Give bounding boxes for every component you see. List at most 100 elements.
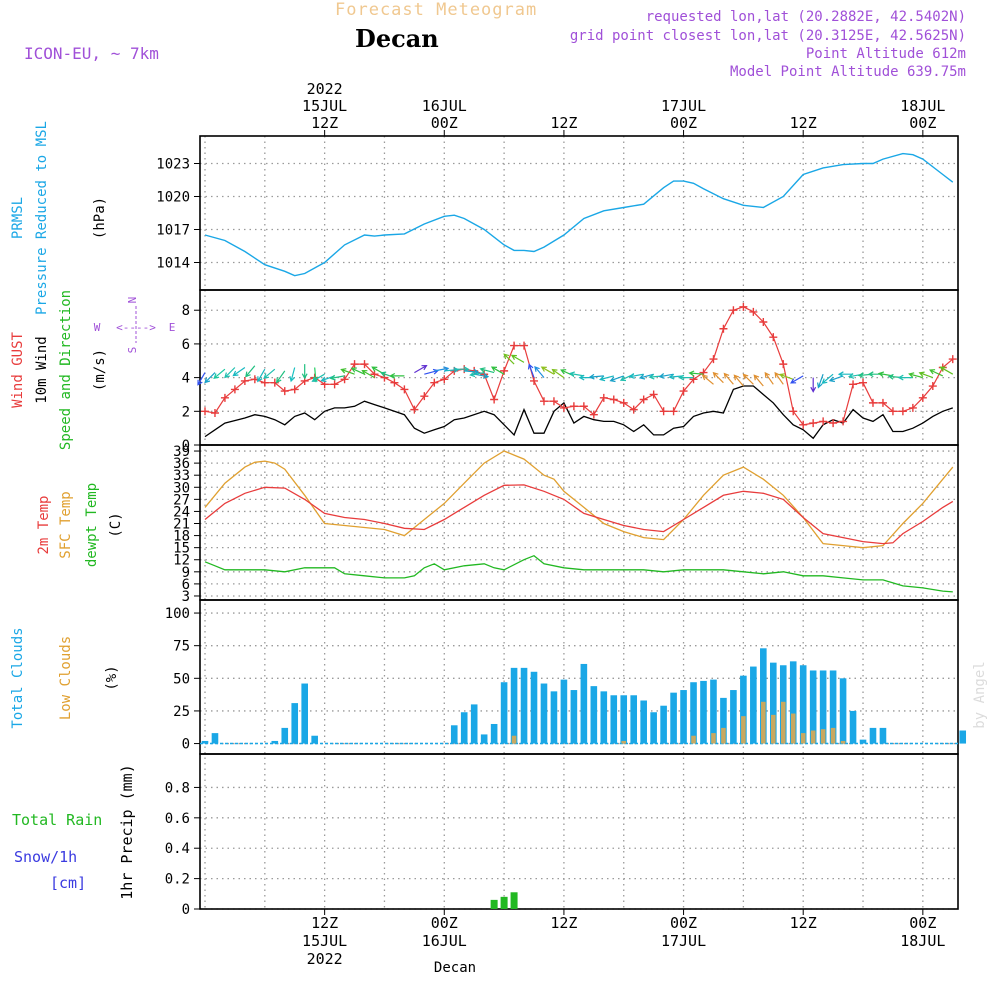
wind-direction-arrow <box>778 373 794 380</box>
total-cloud-bar <box>819 670 827 744</box>
gust-point <box>829 419 838 428</box>
temp-axis-label: dewpt Temp <box>84 483 100 567</box>
gust-point <box>918 393 927 402</box>
wind-direction-arrow <box>551 368 565 379</box>
wind-direction-arrow <box>340 368 355 375</box>
precip-bar <box>500 896 508 909</box>
watermark: by Angel <box>972 661 988 728</box>
wind-direction-arrow <box>733 374 744 387</box>
time-label-top: 16JUL <box>422 97 467 115</box>
low-cloud-bar <box>840 740 846 744</box>
total-cloud-bar <box>720 697 727 744</box>
low-cloud-bar <box>820 729 826 744</box>
panel-frame-precip <box>199 753 959 910</box>
gust-point <box>908 403 917 412</box>
time-label-top: 00Z <box>431 114 458 132</box>
gust-point <box>799 420 808 429</box>
location-title: Decan <box>355 24 439 53</box>
precip-bar <box>510 892 518 909</box>
total-cloud-bar <box>660 705 667 744</box>
gust-point <box>579 402 588 411</box>
gust-point <box>669 407 678 416</box>
wind-direction-arrow <box>588 373 604 380</box>
total-cloud-bar <box>480 734 488 744</box>
total-cloud-bar <box>281 727 289 744</box>
wind-direction-arrow <box>503 353 515 365</box>
wind-direction-arrow <box>275 370 286 384</box>
time-label-bottom: 12Z <box>550 914 577 932</box>
gust-point <box>759 318 768 327</box>
gust-point <box>729 306 738 315</box>
wind-direction-arrow <box>474 373 490 379</box>
gust-point <box>809 419 818 428</box>
y-tick-label: 36 <box>173 456 190 472</box>
total-cloud-bar <box>710 679 717 744</box>
gust-point <box>569 402 578 411</box>
y-tick-label: 1020 <box>156 190 190 206</box>
gust-point <box>619 398 628 407</box>
time-label-top: 12Z <box>550 114 577 132</box>
wind-direction-arrow <box>939 366 954 375</box>
low-cloud-bar <box>800 733 806 744</box>
gust-point <box>539 397 548 406</box>
gust-point <box>789 407 798 416</box>
wind-direction-arrow <box>688 370 704 377</box>
wind-axis-label: 10m Wind <box>34 336 50 403</box>
y-tick-label: 1023 <box>156 157 190 173</box>
total-cloud-bar <box>740 675 747 744</box>
snow-legend: Snow/1h <box>14 848 77 866</box>
time-label-bottom: 00Z <box>909 914 936 932</box>
y-tick-label: 27 <box>173 492 190 508</box>
wind-direction-arrow <box>414 364 428 374</box>
temp-axis-label: SFC Temp <box>58 491 74 558</box>
low-cloud-bar <box>511 735 517 744</box>
total-cloud-bar <box>789 661 797 744</box>
time-label-bottom: 18JUL <box>900 932 945 950</box>
series-wind10m-line <box>204 385 954 440</box>
gust-point <box>749 307 758 316</box>
wind-direction-arrow <box>638 373 654 380</box>
gust-point <box>520 341 529 350</box>
gust-point <box>898 407 907 416</box>
wind-direction-arrow <box>464 368 480 375</box>
point-altitude: Point Altitude 612m <box>805 46 966 62</box>
gust-point <box>849 380 858 389</box>
total-cloud-bar <box>690 682 697 744</box>
y-tick-label: 1017 <box>156 223 190 239</box>
wind-direction-arrow <box>245 365 256 378</box>
gust-point <box>819 417 828 426</box>
total-cloud-bar <box>271 740 279 744</box>
y-tick-label: 6 <box>182 337 190 353</box>
wind-direction-arrow <box>712 371 724 384</box>
wind-direction-arrow <box>204 372 216 384</box>
wind-direction-arrow <box>790 375 804 384</box>
total-cloud-bar <box>520 667 528 744</box>
wind-direction-arrow <box>527 363 535 378</box>
total-cloud-bar <box>750 666 757 744</box>
total-cloud-bar <box>630 695 638 744</box>
total-cloud-bar <box>610 695 618 744</box>
compass-east: E <box>169 321 176 334</box>
wind-direction-arrow <box>609 375 624 383</box>
gust-point <box>210 408 219 417</box>
gust-point <box>609 395 618 404</box>
wind-direction-arrow <box>289 367 296 383</box>
wind-direction-arrow <box>821 373 834 384</box>
time-label-bottom: 00Z <box>670 914 697 932</box>
wind-direction-arrow <box>742 373 754 385</box>
y-tick-label: 39 <box>173 444 190 460</box>
total-cloud-bar <box>809 670 817 744</box>
pressure-axis-label: Pressure Reduced to MSL <box>34 121 50 315</box>
gust-point <box>230 385 239 394</box>
requested-coordinates: requested lon,lat (20.2882E, 42.5402N) <box>645 9 966 25</box>
total-cloud-bar <box>959 730 967 744</box>
low-cloud-bar <box>770 714 776 744</box>
total-cloud-bar <box>799 665 807 744</box>
precip-bar <box>490 899 498 909</box>
gust-point <box>679 387 688 396</box>
y-tick-label: 1014 <box>156 256 190 272</box>
gust-point <box>270 378 279 387</box>
total-cloud-bar <box>760 648 767 744</box>
y-tick-label: 3 <box>182 589 190 605</box>
gust-point <box>649 390 658 399</box>
